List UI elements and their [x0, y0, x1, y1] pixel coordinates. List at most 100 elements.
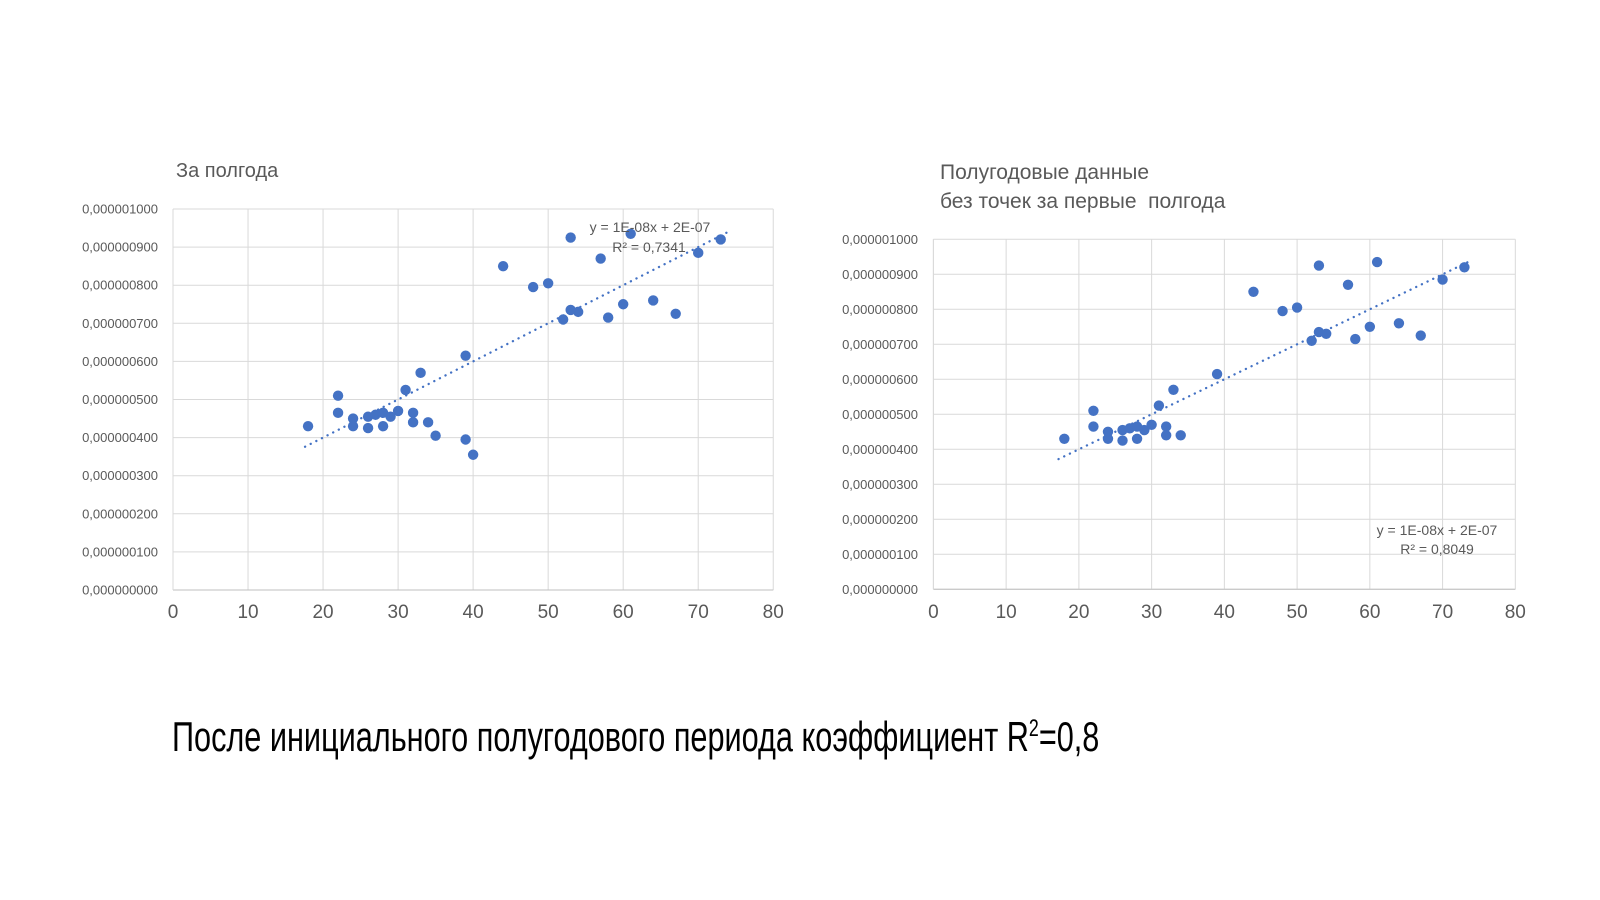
- x-tick-label: 80: [763, 602, 784, 623]
- y-tick-label: 0,000000000: [82, 583, 158, 598]
- scatter-point: [1342, 279, 1354, 290]
- scatter-point: [407, 417, 419, 428]
- trendline-equation-label: y = 1E-08x + 2E-07: [590, 219, 711, 235]
- scatter-point: [1175, 430, 1186, 441]
- scatter-point: [1146, 419, 1157, 430]
- scatter-point: [602, 312, 614, 323]
- scatter-point: [1117, 435, 1128, 446]
- scatter-point: [527, 281, 539, 293]
- x-tick-label: 40: [1214, 602, 1235, 623]
- x-tick-label: 20: [312, 602, 333, 623]
- scatter-point: [1160, 421, 1172, 432]
- right-chart-title-line1: Полугодовые данные: [940, 161, 1150, 184]
- y-tick-label: 0,000000700: [82, 316, 158, 331]
- caption-superscript: 2: [1028, 715, 1039, 742]
- x-tick-label: 10: [996, 602, 1017, 623]
- scatter-point: [693, 247, 704, 259]
- y-tick-label: 0,000001000: [842, 232, 918, 247]
- y-tick-label: 0,000000700: [842, 337, 918, 352]
- scatter-point: [1350, 333, 1361, 345]
- x-tick-label: 70: [688, 602, 709, 623]
- scatter-point: [460, 350, 471, 361]
- scatter-point: [347, 420, 359, 432]
- scatter-point: [572, 306, 584, 318]
- scatter-point: [1153, 400, 1165, 411]
- y-tick-label: 0,000000900: [82, 240, 158, 255]
- x-tick-label: 30: [1141, 602, 1162, 623]
- scatter-point: [497, 260, 509, 272]
- scatter-point: [362, 422, 374, 434]
- y-tick-label: 0,000000400: [82, 430, 158, 445]
- y-tick-label: 0,000000800: [842, 302, 918, 317]
- y-tick-label: 0,000001000: [82, 202, 158, 217]
- caption-prefix: После инициального полугодового периода …: [172, 713, 1029, 760]
- scatter-point: [1102, 433, 1114, 444]
- x-tick-label: 50: [538, 602, 559, 623]
- scatter-point: [565, 232, 576, 243]
- scatter-point: [1320, 328, 1332, 339]
- scatter-point: [332, 390, 344, 401]
- scatter-point: [1364, 321, 1376, 332]
- scatter-point: [1415, 330, 1426, 341]
- scatter-point: [385, 411, 396, 422]
- x-tick-label: 80: [1505, 602, 1526, 623]
- chart-2-plot-area: 0,000000000 0,000000100 0,000000200 0,00000…: [842, 232, 1526, 623]
- scatter-point: [542, 278, 554, 289]
- x-tick-label: 40: [463, 602, 484, 623]
- x-tick-label: 30: [388, 602, 409, 623]
- scatter-point: [1291, 302, 1303, 313]
- y-tick-label: 0,000000400: [842, 442, 918, 457]
- scatter-point: [625, 228, 636, 239]
- trendline-r2-label: R² = 0,8049: [1400, 541, 1474, 557]
- trendline: [303, 229, 731, 448]
- scatter-point: [1088, 405, 1099, 416]
- scatter-point: [415, 367, 426, 379]
- scatter-point: [1088, 421, 1099, 432]
- scatter-point: [1393, 318, 1405, 329]
- left-chart-title: За полгода: [176, 160, 279, 182]
- scatter-point: [392, 405, 404, 417]
- y-tick-label: 0,000000200: [842, 512, 918, 527]
- scatter-point: [670, 308, 681, 319]
- x-tick-label: 0: [928, 602, 939, 623]
- scatter-point: [422, 417, 434, 428]
- scatter-point: [467, 449, 479, 460]
- right-chart-title-line2: без точек за первые полгода: [940, 190, 1226, 213]
- scatter-point: [1059, 433, 1070, 444]
- y-tick-label: 0,000000500: [82, 392, 158, 407]
- x-tick-label: 0: [168, 602, 179, 623]
- scatter-point: [647, 295, 659, 306]
- scatter-point: [377, 420, 389, 432]
- scatter-point: [1248, 286, 1259, 297]
- scatter-point: [1371, 256, 1383, 268]
- scatter-point: [1306, 335, 1317, 346]
- scatter-point: [302, 420, 314, 432]
- y-tick-label: 0,000000300: [82, 468, 158, 483]
- scatter-point: [617, 299, 629, 310]
- scatter-point: [557, 314, 569, 325]
- y-tick-label: 0,000000000: [842, 582, 918, 597]
- y-tick-label: 0,000000900: [842, 267, 918, 282]
- y-tick-label: 0,000000500: [842, 407, 918, 422]
- x-tick-label: 20: [1068, 602, 1089, 623]
- scatter-point: [1131, 433, 1143, 444]
- x-tick-label: 10: [237, 602, 258, 623]
- y-tick-label: 0,000000600: [82, 354, 158, 369]
- scatter-point: [595, 253, 606, 264]
- chart-1-plot-area: 0,000000000 0,000000100 0,000000200 0,00000…: [82, 202, 784, 624]
- x-tick-label: 60: [613, 602, 634, 623]
- scatter-point: [715, 234, 726, 245]
- scatter-point: [347, 413, 359, 424]
- right-chart-title: Полугодовые данные без точек за первые п…: [940, 158, 1225, 216]
- x-tick-label: 50: [1287, 602, 1308, 623]
- scatter-point: [1160, 430, 1172, 441]
- scatter-point: [407, 407, 419, 419]
- scatter-point: [1139, 424, 1150, 436]
- conclusion-caption: После инициального полугодового периода …: [172, 714, 1099, 760]
- x-tick-label: 60: [1359, 602, 1380, 623]
- scatter-point: [332, 407, 344, 419]
- scatter-point: [1211, 368, 1223, 380]
- trendline-equation-label: y = 1E-08x + 2E-07: [1377, 522, 1498, 538]
- scatter-point: [1313, 260, 1325, 271]
- y-tick-label: 0,000000100: [842, 547, 918, 562]
